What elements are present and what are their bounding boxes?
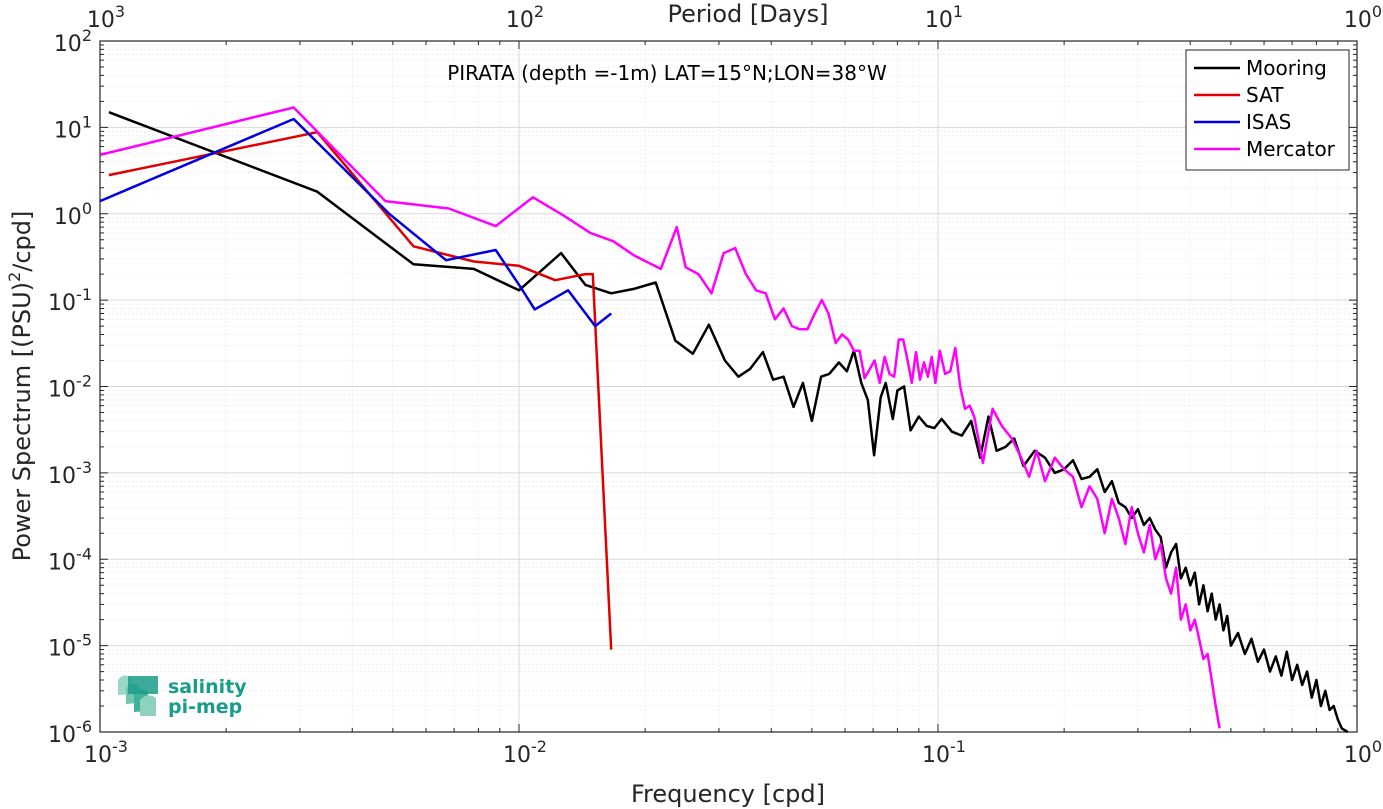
- y-tick-label: 10-4: [48, 544, 92, 575]
- top-tick-label: 103: [87, 2, 125, 33]
- y-tick-label: 10-6: [48, 717, 92, 748]
- y-axis-title-sup: 2: [5, 272, 24, 282]
- y-tick-label: 10-1: [48, 285, 92, 316]
- top-axis-title: Period [Days]: [667, 0, 828, 28]
- chart-title: PIRATA (depth =-1m) LAT=15°N;LON=38°W: [447, 61, 887, 85]
- logo-wave-icon: [118, 675, 158, 716]
- logo-text-pi-mep: pi-mep: [168, 696, 242, 718]
- x-tick-label: 10-2: [503, 737, 547, 768]
- legend: Mooring SAT ISAS Mercator: [1185, 49, 1350, 171]
- y-tick-label: 100: [54, 199, 92, 230]
- y-tick-label: 101: [54, 112, 92, 143]
- y-axis-title: Power Spectrum [(PSU)2/cpd]: [5, 211, 36, 562]
- grid: [99, 41, 1357, 733]
- y-tick-label: 10-3: [48, 458, 92, 489]
- series-line-sat: [108, 130, 613, 650]
- y-axis-title-main: Power Spectrum [(PSU): [8, 282, 36, 561]
- x-tick-label: 10-3: [84, 737, 128, 768]
- series-line-isas: [99, 117, 612, 328]
- legend-label-isas: ISAS: [1246, 110, 1291, 134]
- series-line-mercator: [99, 106, 1221, 729]
- logo-text-salinity: salinity: [168, 676, 247, 698]
- x-axis-title: Frequency [cpd]: [631, 780, 825, 808]
- top-tick-label: 102: [506, 2, 544, 33]
- series-lines: [99, 106, 1349, 734]
- series-line-mooring: [108, 111, 1349, 734]
- y-axis-title-tail: /cpd]: [8, 211, 36, 272]
- top-tick-label: 101: [925, 2, 963, 33]
- y-tick-label: 10-2: [48, 372, 92, 403]
- x-tick-label: 100: [1344, 737, 1382, 768]
- top-tick-label: 100: [1344, 2, 1382, 33]
- salinity-pi-mep-logo: salinity pi-mep: [118, 675, 247, 718]
- legend-label-sat: SAT: [1246, 83, 1284, 107]
- y-tick-label: 10-5: [48, 631, 92, 662]
- legend-label-mooring: Mooring: [1246, 56, 1327, 80]
- legend-label-mercator: Mercator: [1246, 137, 1336, 161]
- x-tick-label: 10-1: [922, 737, 966, 768]
- y-tick-label: 102: [54, 26, 92, 57]
